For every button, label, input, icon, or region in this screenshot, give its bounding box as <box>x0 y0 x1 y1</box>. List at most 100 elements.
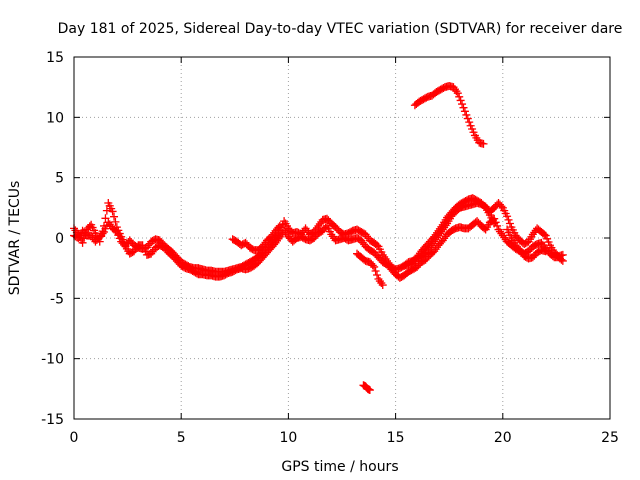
data-point-fill <box>437 222 446 231</box>
data-point-fill <box>131 245 140 254</box>
data-point-fill <box>505 219 514 228</box>
x-tick-label: 15 <box>387 430 405 446</box>
data-point <box>87 231 96 240</box>
data-point-fill <box>274 223 283 232</box>
data-point-fill <box>312 223 321 232</box>
data-point <box>378 250 387 259</box>
data-point <box>438 236 447 245</box>
data-point-fill <box>459 103 468 112</box>
data-point-fill <box>373 241 382 250</box>
data-point <box>541 247 550 256</box>
data-point-fill <box>268 230 277 239</box>
series-track-e <box>359 381 374 395</box>
data-point <box>458 100 467 109</box>
data-point <box>479 139 488 148</box>
data-point-fill <box>431 245 440 254</box>
data-point-fill <box>460 107 469 116</box>
data-point <box>453 89 462 98</box>
data-point-fill <box>414 251 423 260</box>
data-point-fill <box>435 224 444 233</box>
data-point <box>498 231 507 240</box>
data-point-fill <box>101 214 110 223</box>
data-point <box>104 218 113 227</box>
series-track-a <box>70 199 567 276</box>
y-tick-label: 10 <box>46 110 64 126</box>
data-point-fill <box>315 219 324 228</box>
data-point <box>365 386 374 395</box>
data-point-fill <box>500 233 509 242</box>
data-point-fill <box>450 85 459 94</box>
data-point <box>558 256 567 265</box>
data-point-fill <box>302 226 311 235</box>
data-point-fill <box>431 230 440 239</box>
data-point-fill <box>557 255 566 264</box>
y-tick-label: 5 <box>55 171 64 187</box>
data-point <box>413 253 422 262</box>
data-point-fill <box>281 228 290 237</box>
series-track-c <box>228 194 550 290</box>
data-series <box>70 81 567 395</box>
axis-ticks: 0 5 10 15 20 25 -15 -10 -5 0 5 10 15 <box>41 50 619 446</box>
data-point-fill <box>465 118 474 127</box>
data-point-fill <box>455 92 464 101</box>
data-point-fill <box>111 217 120 226</box>
data-point <box>490 219 499 228</box>
data-point <box>280 226 289 235</box>
data-point-fill <box>260 240 269 249</box>
data-point-fill <box>363 232 372 241</box>
data-point-fill <box>440 234 449 243</box>
data-point-fill <box>495 227 504 236</box>
data-point-fill <box>272 236 281 245</box>
data-point <box>449 83 458 92</box>
data-point <box>78 238 87 247</box>
y-tick-label: 15 <box>46 50 64 66</box>
data-point-fill <box>371 266 380 275</box>
data-point-fill <box>540 230 549 239</box>
data-point <box>430 232 439 241</box>
data-point <box>314 221 323 230</box>
x-axis-label: GPS time / hours <box>281 459 398 475</box>
data-point <box>374 275 383 284</box>
data-point <box>275 221 284 230</box>
data-point <box>301 224 310 233</box>
data-point-fill <box>358 238 367 247</box>
data-point-fill <box>504 215 513 224</box>
data-point <box>537 238 546 247</box>
data-point-fill <box>373 271 382 280</box>
data-point <box>327 230 336 239</box>
data-point <box>361 230 370 239</box>
data-point <box>108 207 117 216</box>
data-point-fill <box>497 229 506 238</box>
data-point <box>357 236 366 245</box>
data-point <box>494 225 503 234</box>
data-point-fill <box>98 229 107 238</box>
data-point-fill <box>111 226 120 235</box>
data-point-fill <box>110 212 119 221</box>
data-point-fill <box>456 96 465 105</box>
data-point-fill <box>497 202 506 211</box>
data-point-fill <box>463 114 472 123</box>
data-point-fill <box>433 228 442 237</box>
y-tick-label: -5 <box>50 291 64 307</box>
data-point-fill <box>102 206 111 215</box>
data-point <box>378 281 387 290</box>
y-tick-label: -10 <box>41 352 64 368</box>
data-point <box>258 242 267 251</box>
chart-title: Day 181 of 2025, Sidereal Day-to-day VTE… <box>58 21 623 37</box>
plot-frame <box>73 56 611 420</box>
data-point-fill <box>530 228 539 237</box>
data-point-fill <box>452 87 461 96</box>
data-point-fill <box>120 240 129 249</box>
data-point <box>462 110 471 119</box>
data-point <box>271 238 280 247</box>
data-point <box>434 226 443 235</box>
data-point-fill <box>368 261 377 270</box>
data-point-fill <box>517 248 526 257</box>
data-point-fill <box>88 233 97 242</box>
x-tick-label: 5 <box>177 430 186 446</box>
y-tick-label: -15 <box>41 412 64 428</box>
x-tick-label: 10 <box>279 430 297 446</box>
x-tick-label: 0 <box>70 430 79 446</box>
data-point <box>275 232 284 241</box>
